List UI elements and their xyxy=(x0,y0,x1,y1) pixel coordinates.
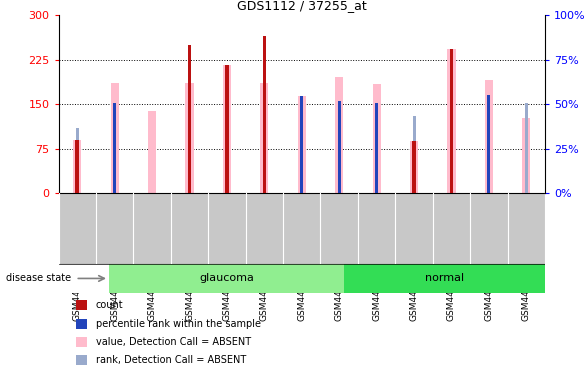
Bar xyxy=(113,103,116,193)
Bar xyxy=(73,140,81,193)
Text: disease state: disease state xyxy=(6,273,71,284)
Bar xyxy=(344,264,545,292)
Bar xyxy=(260,83,268,193)
Bar xyxy=(188,89,191,193)
Bar xyxy=(525,103,528,193)
Text: count: count xyxy=(96,300,123,310)
Text: glaucoma: glaucoma xyxy=(199,273,254,284)
Bar xyxy=(413,116,415,193)
Bar xyxy=(488,95,490,193)
Bar xyxy=(148,111,156,193)
Bar xyxy=(335,77,343,193)
Text: value, Detection Call = ABSENT: value, Detection Call = ABSENT xyxy=(96,337,251,347)
Bar xyxy=(76,128,79,193)
Bar xyxy=(450,92,453,193)
Bar xyxy=(300,96,304,193)
Text: percentile rank within the sample: percentile rank within the sample xyxy=(96,319,261,329)
Bar xyxy=(223,66,231,193)
Bar xyxy=(375,103,378,193)
Bar xyxy=(373,84,381,193)
Bar xyxy=(485,80,493,193)
Bar xyxy=(185,83,193,193)
Bar xyxy=(188,45,192,193)
Bar xyxy=(226,95,229,193)
Bar xyxy=(410,141,418,193)
Bar xyxy=(109,264,344,292)
Bar xyxy=(111,83,119,193)
Bar xyxy=(522,118,530,193)
Title: GDS1112 / 37255_at: GDS1112 / 37255_at xyxy=(237,0,367,12)
Bar xyxy=(449,49,454,193)
Bar xyxy=(263,36,266,193)
Bar xyxy=(76,140,79,193)
Bar xyxy=(447,49,455,193)
Text: normal: normal xyxy=(425,273,464,284)
Bar xyxy=(338,101,340,193)
Text: rank, Detection Call = ABSENT: rank, Detection Call = ABSENT xyxy=(96,356,246,365)
Bar xyxy=(412,141,416,193)
Bar xyxy=(263,89,266,193)
Bar xyxy=(298,96,306,193)
Bar xyxy=(225,66,229,193)
